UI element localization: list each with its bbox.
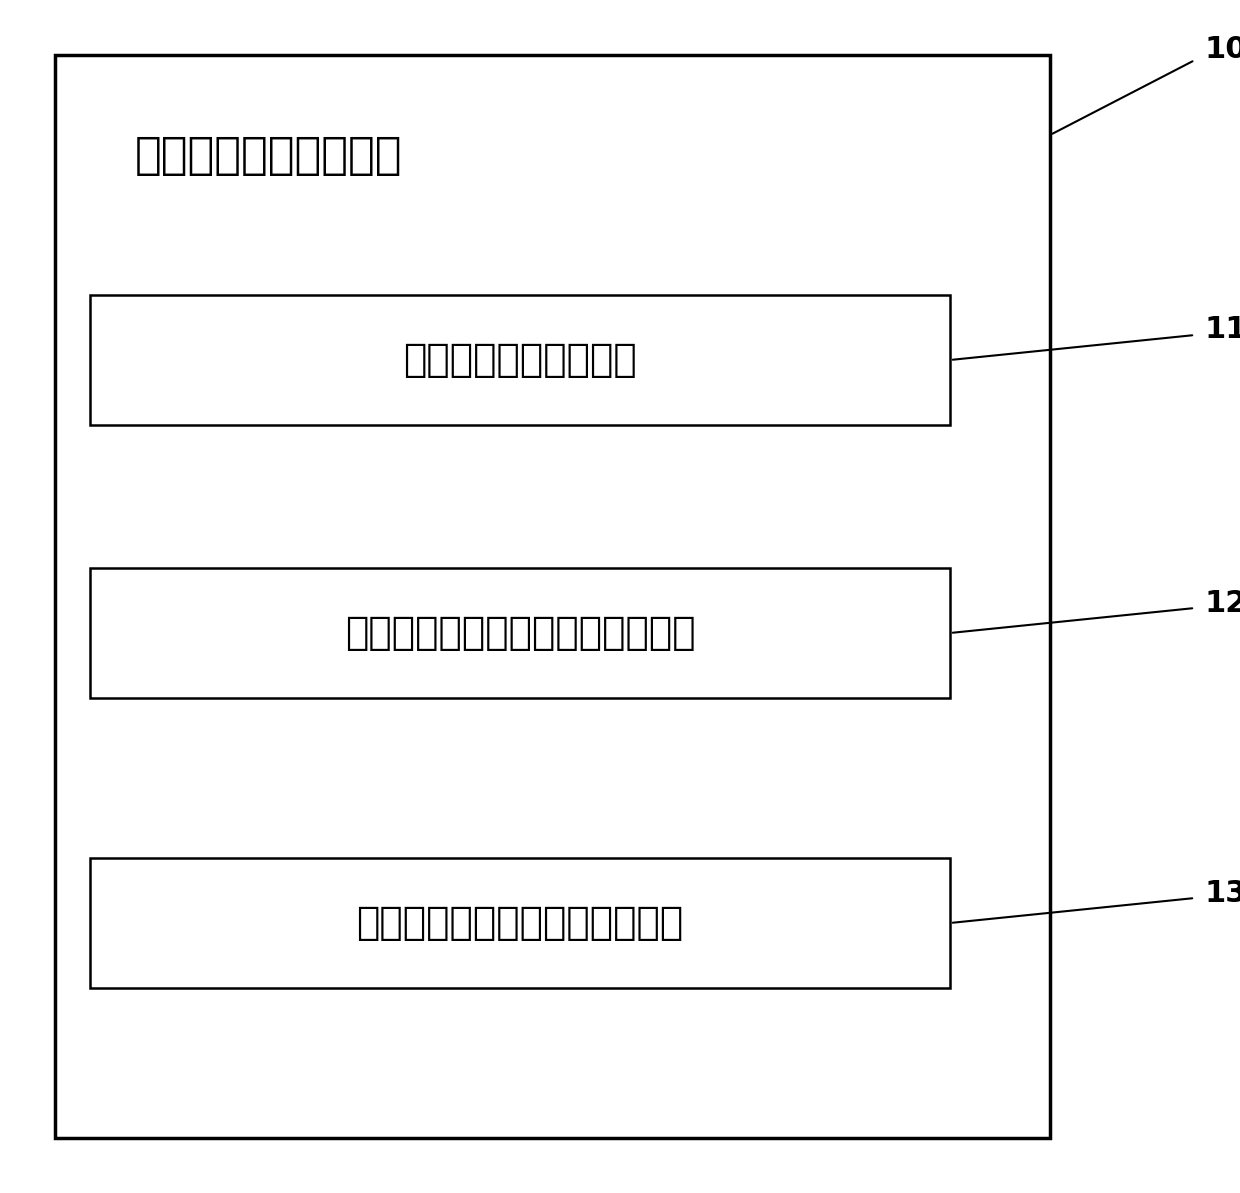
Text: 公交服务水平评价指标表获取单元: 公交服务水平评价指标表获取单元 — [345, 614, 696, 653]
Bar — [91, 858, 950, 988]
Text: 公交服务水平评价系统: 公交服务水平评价系统 — [135, 134, 403, 177]
Bar — [91, 568, 950, 698]
Text: 100: 100 — [1205, 36, 1240, 64]
Text: 130: 130 — [1205, 878, 1240, 908]
Text: 乘客到站密度获取单元: 乘客到站密度获取单元 — [403, 341, 637, 379]
Text: 120: 120 — [1205, 588, 1240, 618]
Bar — [55, 55, 1050, 1138]
Text: 公交服务水平评价等级获取单元: 公交服务水平评价等级获取单元 — [356, 904, 683, 942]
Text: 110: 110 — [1205, 315, 1240, 345]
Bar — [91, 295, 950, 425]
